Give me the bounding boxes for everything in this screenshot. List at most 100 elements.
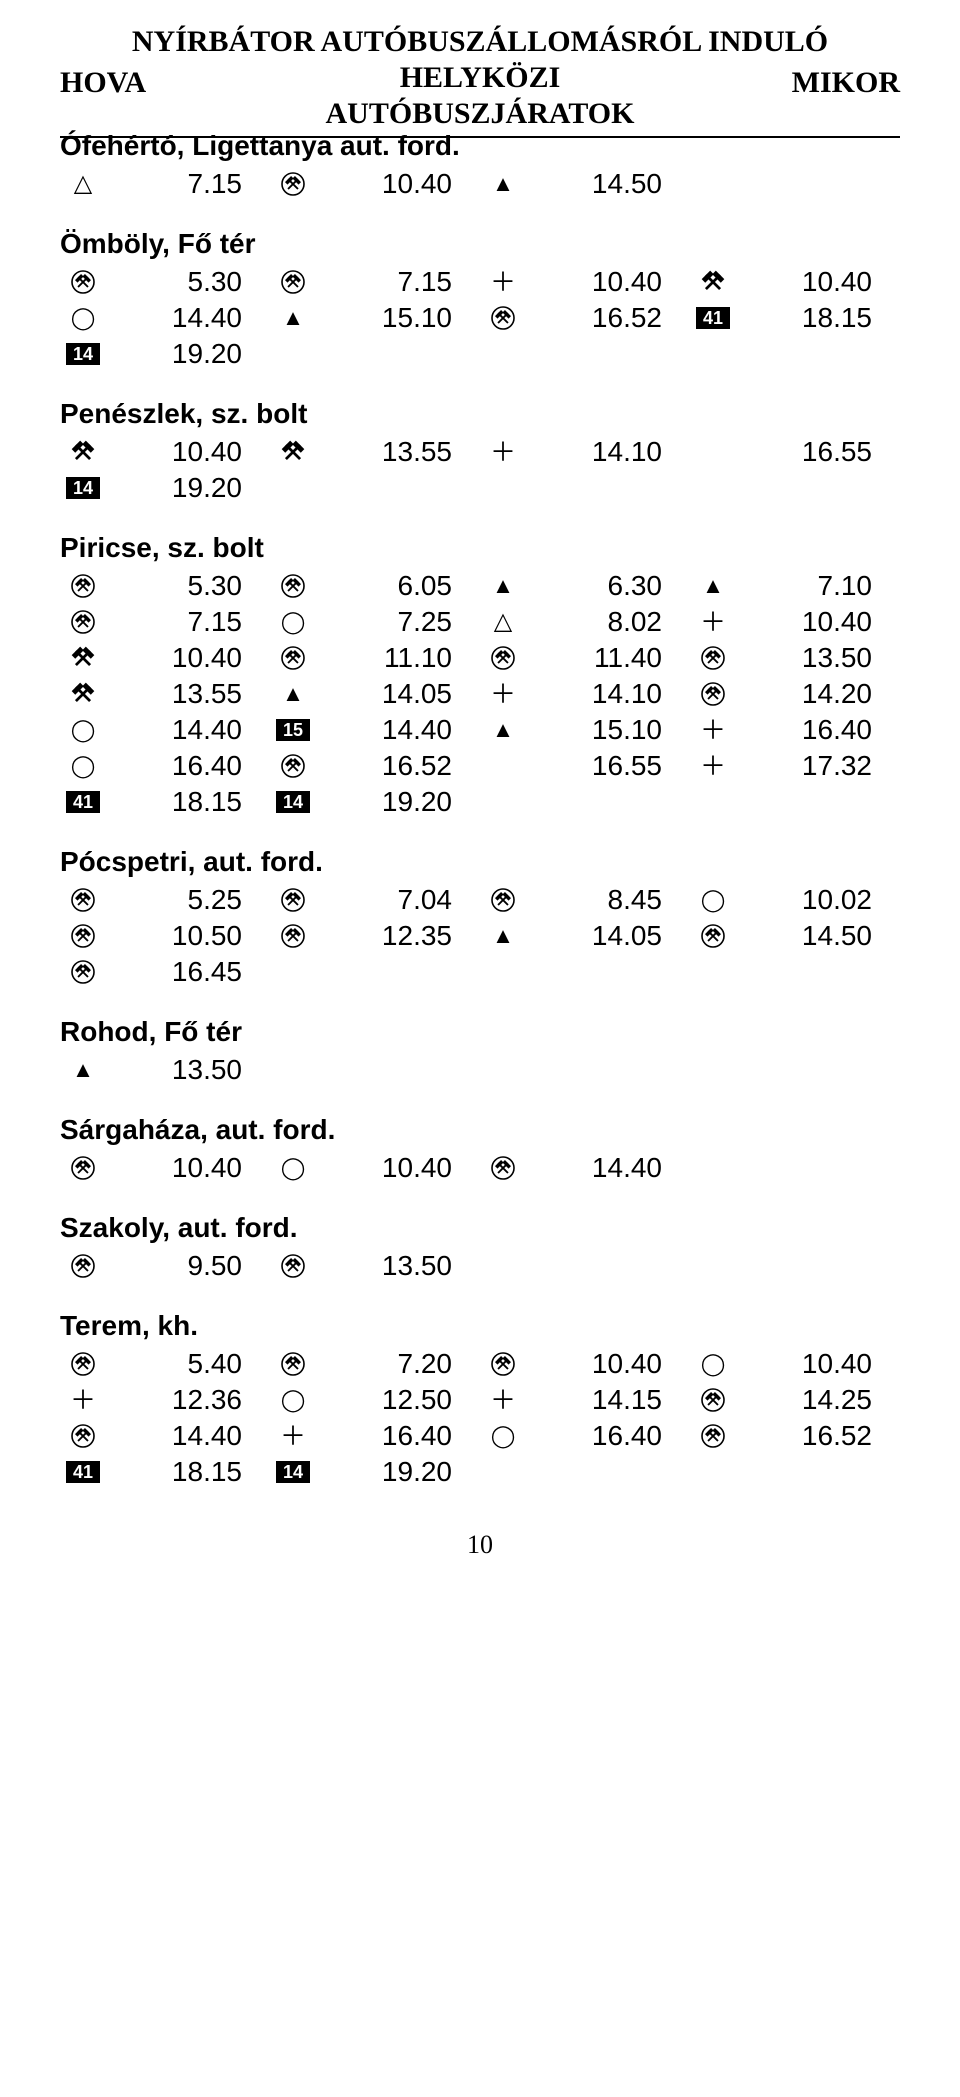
times-grid: 9.50 13.50 [60,1248,900,1284]
time-cell: ◯14.40 [60,300,270,336]
time-cell: ＋12.36 [60,1382,270,1418]
destination-name: Ófehértó, Ligettanya aut. ford. [60,130,900,162]
circle-open-icon: ◯ [60,719,106,741]
time-cell: 13.55 [270,434,480,470]
time-cell: ▲7.10 [690,568,900,604]
plus-icon: ＋ [480,681,526,707]
time-value: 8.45 [526,884,690,916]
hammers-circled-icon [480,1156,526,1180]
hammers-circled-icon [270,270,316,294]
time-value: 19.20 [106,338,270,370]
hammers-circled-icon [270,754,316,778]
time-cell: ▲15.10 [270,300,480,336]
destination-block: Ófehértó, Ligettanya aut. ford.△7.1510.4… [60,130,900,202]
time-value: 10.40 [526,266,690,298]
time-cell: 5.25 [60,882,270,918]
time-value: 8.02 [526,606,690,638]
time-value: 16.52 [526,302,690,334]
hammers-circled-icon [690,646,736,670]
time-cell: 10.40 [480,1346,690,1382]
time-cell: ◯12.50 [270,1382,480,1418]
boxed-number-icon: 41 [60,1461,106,1483]
title-line-2: AUTÓBUSZJÁRATOK [326,97,635,130]
time-cell: 8.45 [480,882,690,918]
time-value: 16.45 [106,956,270,988]
times-grid: 5.307.15＋10.4010.40◯14.40▲15.1016.524118… [60,264,900,372]
plus-icon: ＋ [480,439,526,465]
time-cell: ◯14.40 [60,712,270,748]
hammers-icon [60,682,106,706]
boxed-number-icon: 14 [270,1461,316,1483]
destination-name: Sárgaháza, aut. ford. [60,1114,900,1146]
time-cell: 9.50 [60,1248,270,1284]
triangle-solid-icon: ▲ [480,575,526,597]
destination-name: Szakoly, aut. ford. [60,1212,900,1244]
time-value: 11.40 [526,642,690,674]
time-cell: 14.25 [690,1382,900,1418]
time-value: 7.15 [106,168,270,200]
time-cell: 14.40 [60,1418,270,1454]
time-value: 14.40 [526,1152,690,1184]
time-value: 13.50 [316,1250,480,1282]
time-value: 6.30 [526,570,690,602]
time-cell: 5.40 [60,1346,270,1382]
destination-block: Ömböly, Fő tér5.307.15＋10.4010.40◯14.40▲… [60,228,900,372]
time-cell: 1419.20 [270,1454,480,1490]
hammers-icon [270,440,316,464]
time-value: 14.40 [316,714,480,746]
plus-icon: ＋ [480,1387,526,1413]
time-value: 19.20 [316,786,480,818]
time-value: 14.10 [526,678,690,710]
triangle-open-icon: △ [480,610,526,634]
circle-open-icon: ◯ [270,1157,316,1179]
time-value: 14.25 [736,1384,900,1416]
time-cell: 11.10 [270,640,480,676]
hammers-circled-icon [690,682,736,706]
time-cell: ▲13.50 [60,1052,270,1088]
circle-open-icon: ◯ [480,1425,526,1447]
time-cell: ＋14.15 [480,1382,690,1418]
time-value: 14.50 [526,168,690,200]
time-cell: 7.15 [270,264,480,300]
destination-block: Piricse, sz. bolt5.306.05▲6.30▲7.107.15◯… [60,532,900,820]
time-value: 18.15 [736,302,900,334]
time-value: 14.40 [106,1420,270,1452]
hammers-circled-icon [690,924,736,948]
time-value: 13.55 [316,436,480,468]
time-value: 10.50 [106,920,270,952]
circle-open-icon: ◯ [270,1389,316,1411]
time-cell: 16.52 [480,300,690,336]
hammers-circled-icon [270,888,316,912]
hammers-circled-icon [60,574,106,598]
time-cell: △8.02 [480,604,690,640]
time-value: 7.15 [106,606,270,638]
time-value: 13.50 [106,1054,270,1086]
time-value: 14.20 [736,678,900,710]
time-value: 14.40 [106,714,270,746]
triangle-solid-icon: ▲ [690,575,736,597]
time-value: 14.50 [736,920,900,952]
triangle-solid-icon: ▲ [480,173,526,195]
time-cell: ＋10.40 [690,604,900,640]
hammers-circled-icon [270,1254,316,1278]
time-value: 16.40 [316,1420,480,1452]
page-number: 10 [60,1530,900,1560]
time-value: 16.40 [106,750,270,782]
time-cell: 10.40 [60,1150,270,1186]
time-value: 15.10 [526,714,690,746]
time-value: 16.52 [316,750,480,782]
time-value: 16.40 [736,714,900,746]
time-cell: 1419.20 [60,470,270,506]
time-value: 7.20 [316,1348,480,1380]
time-value: 14.05 [526,920,690,952]
circle-open-icon: ◯ [60,307,106,329]
hammers-circled-icon [60,1156,106,1180]
time-cell: ＋16.40 [270,1418,480,1454]
boxed-number-icon: 14 [60,343,106,365]
time-cell: ▲14.05 [480,918,690,954]
time-cell: 1514.40 [270,712,480,748]
destination-block: Rohod, Fő tér▲13.50 [60,1016,900,1088]
time-cell: 7.20 [270,1346,480,1382]
hammers-circled-icon [480,646,526,670]
time-cell: ◯7.25 [270,604,480,640]
